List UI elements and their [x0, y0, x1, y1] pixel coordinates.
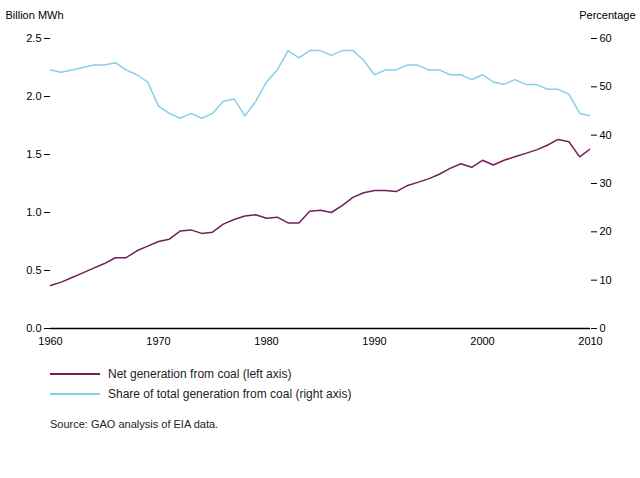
svg-text:10: 10 — [600, 274, 612, 286]
svg-text:1.5: 1.5 — [26, 148, 41, 160]
svg-text:1960: 1960 — [38, 335, 62, 347]
svg-text:40: 40 — [600, 129, 612, 141]
svg-text:1970: 1970 — [146, 335, 170, 347]
svg-text:0: 0 — [600, 322, 606, 334]
svg-text:1.0: 1.0 — [26, 206, 41, 218]
svg-text:1990: 1990 — [362, 335, 386, 347]
svg-text:30: 30 — [600, 177, 612, 189]
svg-text:50: 50 — [600, 80, 612, 92]
svg-text:2000: 2000 — [470, 335, 494, 347]
html-text:Source: GAO analysis of EIA da: Source: GAO analysis of EIA data. — [50, 418, 219, 430]
svg-text:2010: 2010 — [578, 335, 602, 347]
svg-text:2.0: 2.0 — [26, 90, 41, 102]
svg-text:Percentage: Percentage — [579, 9, 635, 21]
html-text:Net generation from coal (left: Net generation from coal (left axis) — [108, 367, 292, 381]
svg-text:20: 20 — [600, 225, 612, 237]
svg-text:Billion MWh: Billion MWh — [6, 9, 64, 21]
svg-text:0.5: 0.5 — [26, 264, 41, 276]
svg-text:1980: 1980 — [254, 335, 278, 347]
html-text:Share of total generation from: Share of total generation from coal (rig… — [108, 387, 352, 401]
svg-text:0.0: 0.0 — [26, 322, 41, 334]
svg-text:60: 60 — [600, 32, 612, 44]
svg-text:2.5: 2.5 — [26, 32, 41, 44]
